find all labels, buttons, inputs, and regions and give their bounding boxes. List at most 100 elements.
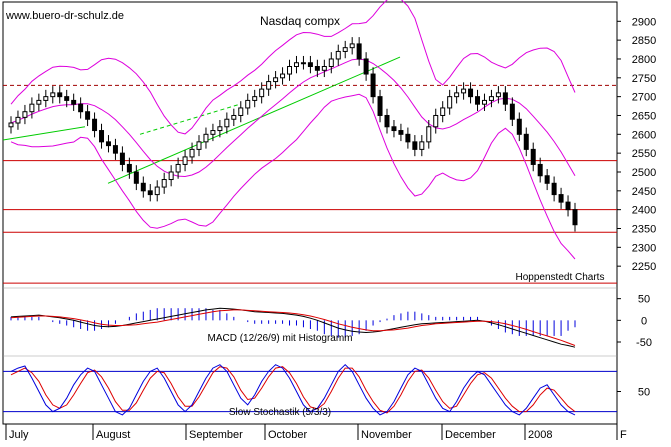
- y-tick-label: 2350: [632, 223, 656, 235]
- candle-body: [433, 114, 439, 128]
- stoch-label: Slow Stochastik (5/3/3): [229, 407, 331, 418]
- candle-body: [426, 126, 432, 143]
- candle-body: [572, 209, 578, 226]
- candle-body: [537, 163, 543, 177]
- candle-body: [287, 66, 293, 75]
- candle-body: [391, 126, 397, 132]
- candle-body: [370, 73, 376, 98]
- bollinger-middle: [10, 58, 576, 178]
- candle-body: [558, 194, 564, 203]
- bollinger-upper: [10, 0, 576, 135]
- x-tick-label: August: [96, 429, 130, 441]
- stoch-d-line: [10, 366, 576, 414]
- candle-body: [147, 190, 153, 196]
- x-tick-label: July: [9, 429, 29, 441]
- x-tick-label: December: [445, 429, 496, 441]
- candle-body: [447, 96, 453, 109]
- candle-body: [168, 171, 174, 181]
- candle-body: [349, 43, 355, 49]
- candle-body: [405, 133, 411, 143]
- candle-body: [92, 118, 98, 132]
- candle-body: [544, 175, 550, 184]
- candle-body: [565, 201, 571, 211]
- candle-body: [440, 107, 446, 116]
- y-tick-label: 2450: [632, 186, 656, 198]
- candle-body: [363, 58, 369, 75]
- price-chart-title: Nasdaq compx: [260, 14, 340, 28]
- candle-body: [64, 96, 70, 101]
- candle-body: [454, 92, 460, 98]
- candle-body: [321, 66, 327, 71]
- x-tick-label: September: [189, 429, 243, 441]
- trendline-uptrend: [107, 56, 401, 184]
- y-tick-label: 2900: [632, 16, 656, 28]
- candle-body: [196, 141, 202, 150]
- candle-body: [203, 133, 209, 143]
- candle-body: [300, 62, 306, 65]
- candle-body: [475, 96, 481, 105]
- candle-body: [15, 116, 21, 124]
- y-tick-label: 2250: [632, 261, 656, 273]
- candle-body: [43, 96, 49, 101]
- candle-body: [516, 118, 522, 135]
- candle-body: [495, 92, 501, 98]
- candle-body: [530, 148, 536, 165]
- candle-body: [182, 156, 188, 165]
- candle-body: [112, 145, 118, 154]
- candle-body: [461, 88, 467, 94]
- y-tick-label: 2700: [632, 92, 656, 104]
- candle-body: [50, 92, 56, 98]
- candle-body: [245, 99, 251, 109]
- candle-body: [8, 122, 14, 128]
- x-tick-label: 2008: [528, 429, 552, 441]
- candle-body: [231, 114, 237, 120]
- candle-body: [252, 96, 258, 101]
- candle-body: [78, 103, 84, 113]
- y-tick-label: 2500: [632, 167, 656, 179]
- candle-body: [126, 163, 132, 173]
- candle-body: [481, 99, 487, 105]
- candle-body: [398, 130, 404, 135]
- candle-body: [175, 163, 181, 173]
- stoch-tick-label: 50: [638, 387, 650, 399]
- watermark: www.buero-dr-schulz.de: [4, 10, 126, 22]
- macd-signal-line: [10, 309, 576, 346]
- candle-body: [523, 133, 529, 150]
- candle-body: [57, 92, 63, 98]
- y-tick-label: 2650: [632, 110, 656, 122]
- candle-body: [280, 73, 286, 79]
- candle-body: [384, 114, 390, 128]
- candle-body: [468, 88, 474, 98]
- y-tick-label: 2400: [632, 205, 656, 217]
- stoch-k-line: [10, 364, 576, 416]
- candle-body: [210, 130, 216, 135]
- candle-body: [71, 99, 77, 105]
- trendline-dashed: [139, 103, 241, 135]
- candle-body: [217, 126, 223, 132]
- candle-body: [22, 111, 28, 118]
- candle-body: [238, 107, 244, 116]
- candle-body: [273, 77, 279, 83]
- candle-body: [412, 141, 418, 150]
- candle-body: [161, 179, 167, 188]
- y-tick-label: 2550: [632, 148, 656, 160]
- candle-body: [335, 50, 341, 60]
- candle-body: [266, 81, 272, 90]
- candle-body: [314, 66, 320, 71]
- candle-body: [488, 96, 494, 101]
- candle-body: [551, 182, 557, 196]
- y-tick-label: 2750: [632, 73, 656, 85]
- macd-tick-label: 0: [641, 315, 647, 327]
- candle-body: [342, 47, 348, 52]
- chart-frame: [2, 1, 618, 425]
- y-tick-label: 2600: [632, 129, 656, 141]
- candle-body: [307, 62, 313, 68]
- candle-body: [85, 111, 91, 120]
- candle-body: [356, 43, 362, 60]
- x-tick-label: October: [268, 429, 307, 441]
- candle-body: [377, 96, 383, 116]
- x-tick-label: F: [620, 429, 627, 441]
- candle-body: [36, 99, 42, 105]
